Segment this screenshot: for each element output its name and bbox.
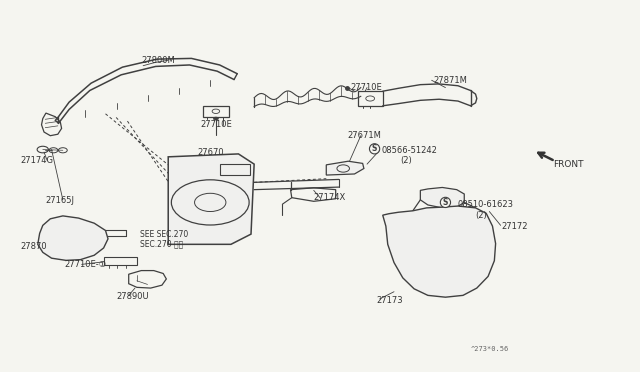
Text: 08510-61623: 08510-61623 — [458, 201, 514, 209]
Text: 27800M: 27800M — [141, 56, 175, 65]
Text: 27173: 27173 — [376, 296, 403, 305]
Text: 27172: 27172 — [502, 222, 529, 231]
Text: 27710E: 27710E — [201, 120, 232, 129]
Text: 27670: 27670 — [198, 148, 225, 157]
Polygon shape — [38, 216, 108, 260]
Text: 27890U: 27890U — [116, 292, 148, 301]
Circle shape — [213, 117, 218, 120]
Text: 27165J: 27165J — [45, 196, 74, 205]
Polygon shape — [168, 154, 254, 244]
Polygon shape — [420, 187, 464, 208]
Text: FRONT: FRONT — [554, 160, 584, 169]
Text: S: S — [372, 144, 377, 153]
Text: (2): (2) — [400, 156, 412, 165]
Text: 27710E: 27710E — [350, 83, 382, 92]
Polygon shape — [383, 206, 495, 297]
Text: 27870: 27870 — [20, 242, 47, 251]
Text: 27671M: 27671M — [347, 131, 381, 140]
Text: (2): (2) — [476, 211, 487, 219]
Polygon shape — [326, 161, 364, 175]
Text: 27710E-①: 27710E-① — [65, 260, 107, 269]
Text: S: S — [443, 198, 448, 207]
Text: ^273*0.56: ^273*0.56 — [470, 346, 509, 352]
Text: 27174X: 27174X — [314, 193, 346, 202]
Text: 08566-51242: 08566-51242 — [381, 146, 437, 155]
Text: 27871M: 27871M — [433, 76, 467, 85]
Text: SEC.270 参照: SEC.270 参照 — [140, 240, 183, 249]
Text: 27174G: 27174G — [20, 156, 53, 165]
Text: SEE SEC.270: SEE SEC.270 — [140, 230, 188, 238]
